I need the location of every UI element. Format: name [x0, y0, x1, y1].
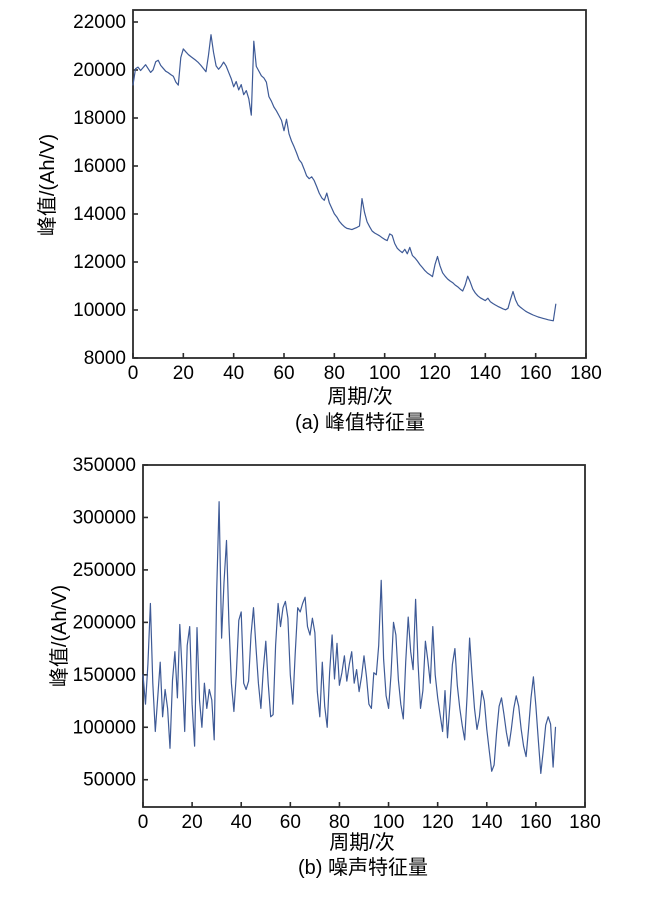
- y-tick-label: 300000: [73, 507, 136, 528]
- y-tick-label: 20000: [73, 60, 126, 81]
- data-line: [142, 501, 557, 774]
- x-tick-label: 80: [329, 812, 350, 833]
- x-tick-label: 20: [173, 363, 194, 384]
- x-tick-label: 180: [569, 812, 601, 833]
- x-tick-label: 40: [231, 812, 252, 833]
- x-axis-label-b: 周期/次: [329, 832, 395, 854]
- y-tick-label: 22000: [73, 12, 126, 33]
- peak-feature-chart: 0 20 40 60 80 100 120 140 160 180 8000 10000 12000 14…: [73, 9, 602, 384]
- y-tick-label: 16000: [73, 156, 126, 177]
- caption-b: (b) 噪声特征量: [298, 857, 428, 879]
- x-tick-label: 0: [128, 363, 139, 384]
- x-tick-label: 80: [324, 363, 345, 384]
- x-tick-label: 100: [369, 363, 401, 384]
- y-tick-label: 100000: [73, 717, 136, 738]
- y-tick-label: 150000: [73, 665, 136, 686]
- x-tick-label: 120: [419, 363, 451, 384]
- x-tick-label: 140: [469, 363, 501, 384]
- caption-a: (a) 峰值特征量: [295, 412, 425, 434]
- plot-border: [132, 9, 587, 359]
- plot-border: [142, 464, 586, 808]
- y-axis-label-b: 峰值/(Ah/V): [49, 584, 71, 688]
- x-tick-label: 40: [223, 363, 244, 384]
- x-tick-label: 60: [280, 812, 301, 833]
- x-tick-label: 160: [520, 812, 552, 833]
- y-tick-label: 12000: [73, 252, 126, 273]
- x-tick-label: 120: [422, 812, 454, 833]
- y-tick-label: 350000: [73, 455, 136, 476]
- y-tick-label: 250000: [73, 560, 136, 581]
- x-tick-label: 0: [138, 812, 149, 833]
- x-tick-label: 160: [520, 363, 552, 384]
- x-tick-label: 60: [273, 363, 294, 384]
- x-tick-label: 140: [471, 812, 503, 833]
- x-tick-label: 100: [373, 812, 405, 833]
- y-tick-label: 10000: [73, 300, 126, 321]
- y-axis-label-a: 峰值/(Ah/V): [37, 133, 59, 237]
- x-axis-label-a: 周期/次: [327, 386, 393, 408]
- x-tick-label: 180: [570, 363, 602, 384]
- data-line: [132, 34, 557, 322]
- noise-feature-chart: 0 20 40 60 80 100 120 140 160 180 50000 100000 15000…: [73, 455, 601, 833]
- y-tick-label: 18000: [73, 108, 126, 129]
- y-tick-label: 14000: [73, 204, 126, 225]
- y-tick-label: 50000: [83, 770, 136, 791]
- y-tick-label: 200000: [73, 612, 136, 633]
- y-tick-label: 8000: [84, 348, 126, 369]
- x-tick-label: 20: [182, 812, 203, 833]
